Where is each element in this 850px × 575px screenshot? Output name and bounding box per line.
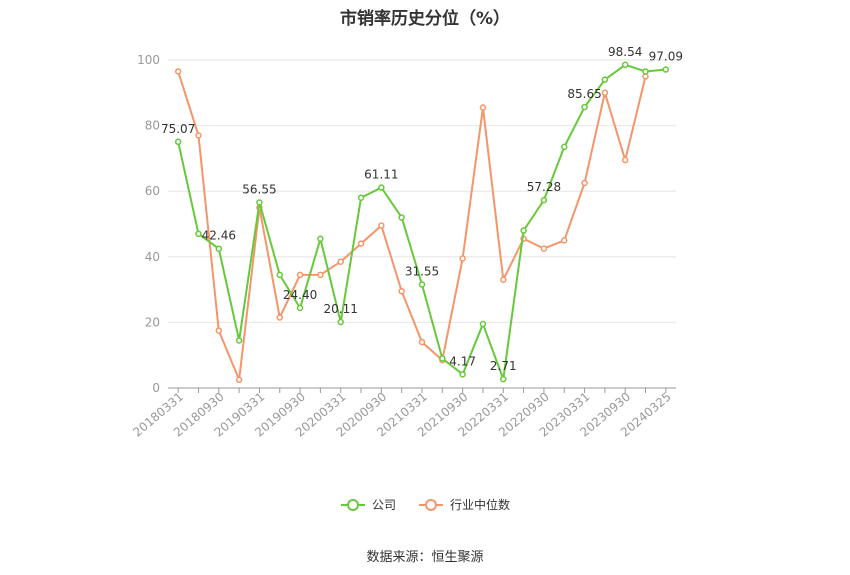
data-point-industry [398, 287, 405, 295]
data-point-industry [317, 271, 324, 279]
data-point-industry [357, 240, 365, 247]
data-point-company [500, 375, 507, 383]
series-line-company [177, 63, 666, 381]
data-label: 97.09 [649, 50, 683, 64]
data-label: 61.11 [364, 168, 398, 182]
data-point-company [398, 214, 405, 221]
data-point-company [357, 194, 365, 202]
data-point-industry [418, 338, 426, 346]
data-label: 20.11 [324, 302, 358, 316]
data-label: 85.65 [567, 87, 601, 101]
data-point-company [174, 138, 182, 146]
data-point-industry [500, 276, 507, 284]
y-tick-label: 100 [137, 53, 160, 67]
data-point-industry [479, 104, 487, 111]
data-point-company [418, 281, 426, 288]
grid-lines [168, 59, 676, 323]
data-label: 98.54 [608, 45, 642, 59]
data-point-company [581, 103, 588, 111]
data-label: 42.46 [202, 229, 236, 243]
legend-company-label: 公司 [371, 498, 396, 512]
data-point-company [439, 355, 446, 362]
data-point-industry [276, 314, 284, 321]
y-tick-label: 20 [145, 315, 160, 329]
y-tick-label: 0 [152, 381, 160, 395]
y-tick-label: 60 [145, 184, 160, 198]
data-point-company [459, 371, 466, 378]
data-point-company [256, 199, 263, 206]
data-point-company [276, 271, 284, 279]
data-point-industry [195, 132, 202, 139]
axes: 0204060801002018033120180930201903312019… [130, 53, 676, 440]
data-label: 57.28 [527, 180, 561, 194]
series-lines [174, 61, 670, 384]
data-point-company [560, 143, 568, 151]
data-point-company [540, 196, 548, 204]
data-labels: 75.07 42.46 56.55 24.40 20.11 61.11 31.55 4.17 2… [161, 45, 683, 373]
data-point-industry [378, 222, 385, 229]
data-point-company [642, 68, 649, 75]
y-tick-label: 80 [145, 119, 160, 133]
data-point-company [601, 76, 609, 83]
data-point-industry [560, 237, 568, 244]
chart-title: 市销率历史分位（%） [339, 9, 511, 29]
data-point-industry [621, 156, 629, 164]
data-source: 数据来源：恒生聚源 [366, 550, 484, 565]
legend-industry-icon [419, 498, 443, 511]
series-line-industry [177, 71, 647, 381]
data-label: 24.40 [283, 288, 317, 302]
data-point-company [621, 61, 629, 69]
legend-company-icon [340, 498, 365, 511]
data-point-industry [581, 179, 588, 187]
data-point-company [662, 66, 670, 73]
data-point-company [317, 235, 324, 243]
legend-industry-label: 行业中位数 [450, 498, 511, 512]
y-tick-label: 40 [145, 250, 160, 264]
data-point-company [479, 320, 487, 328]
data-point-company [378, 184, 385, 191]
data-label: 4.17 [449, 354, 476, 368]
data-point-company [337, 318, 344, 326]
data-point-company [520, 227, 527, 234]
legend: 公司 行业中位数 [0, 496, 850, 513]
data-label: 56.55 [242, 183, 276, 197]
data-point-industry [337, 258, 344, 265]
data-point-industry [174, 68, 182, 75]
data-label: 2.71 [490, 359, 517, 373]
data-point-industry [215, 327, 223, 334]
legend-item-company[interactable]: 公司 [340, 496, 396, 513]
data-point-company [235, 337, 243, 344]
data-point-industry [459, 255, 466, 262]
data-label: 75.07 [161, 122, 195, 136]
data-point-industry [235, 376, 243, 384]
data-point-industry [601, 89, 609, 97]
data-point-company [296, 304, 304, 312]
data-point-industry [540, 245, 548, 252]
data-point-industry [296, 271, 304, 279]
data-point-company [215, 245, 223, 252]
data-label: 31.55 [405, 265, 439, 279]
legend-item-industry[interactable]: 行业中位数 [418, 496, 510, 513]
data-point-company [195, 230, 202, 238]
